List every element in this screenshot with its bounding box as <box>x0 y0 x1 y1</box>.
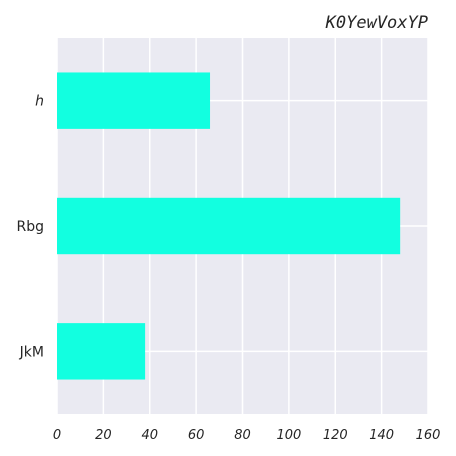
chart-title: K0YewVoxYP <box>325 13 428 33</box>
bar-JkM <box>57 323 146 380</box>
x-tick-label: 0 <box>53 428 61 443</box>
x-tick-label: 80 <box>234 428 251 443</box>
x-tick-label: 40 <box>141 428 158 443</box>
x-tick-labels: 0 20 40 60 80 100 120 140 160 <box>53 428 441 443</box>
x-tick-label: 20 <box>95 428 112 443</box>
x-tick-label: 140 <box>369 428 394 443</box>
y-tick-labels: h Rbg JkM <box>16 94 44 361</box>
y-tick-label: JkM <box>19 344 44 360</box>
x-tick-label: 160 <box>416 428 441 443</box>
x-tick-label: 60 <box>188 428 205 443</box>
bars <box>57 72 401 380</box>
bar-Rbg <box>57 197 401 255</box>
bar-h <box>57 72 211 129</box>
x-tick-label: 120 <box>323 428 348 443</box>
y-tick-label: h <box>35 94 44 110</box>
x-tick-label: 100 <box>276 428 301 443</box>
y-tick-label: Rbg <box>16 219 44 235</box>
